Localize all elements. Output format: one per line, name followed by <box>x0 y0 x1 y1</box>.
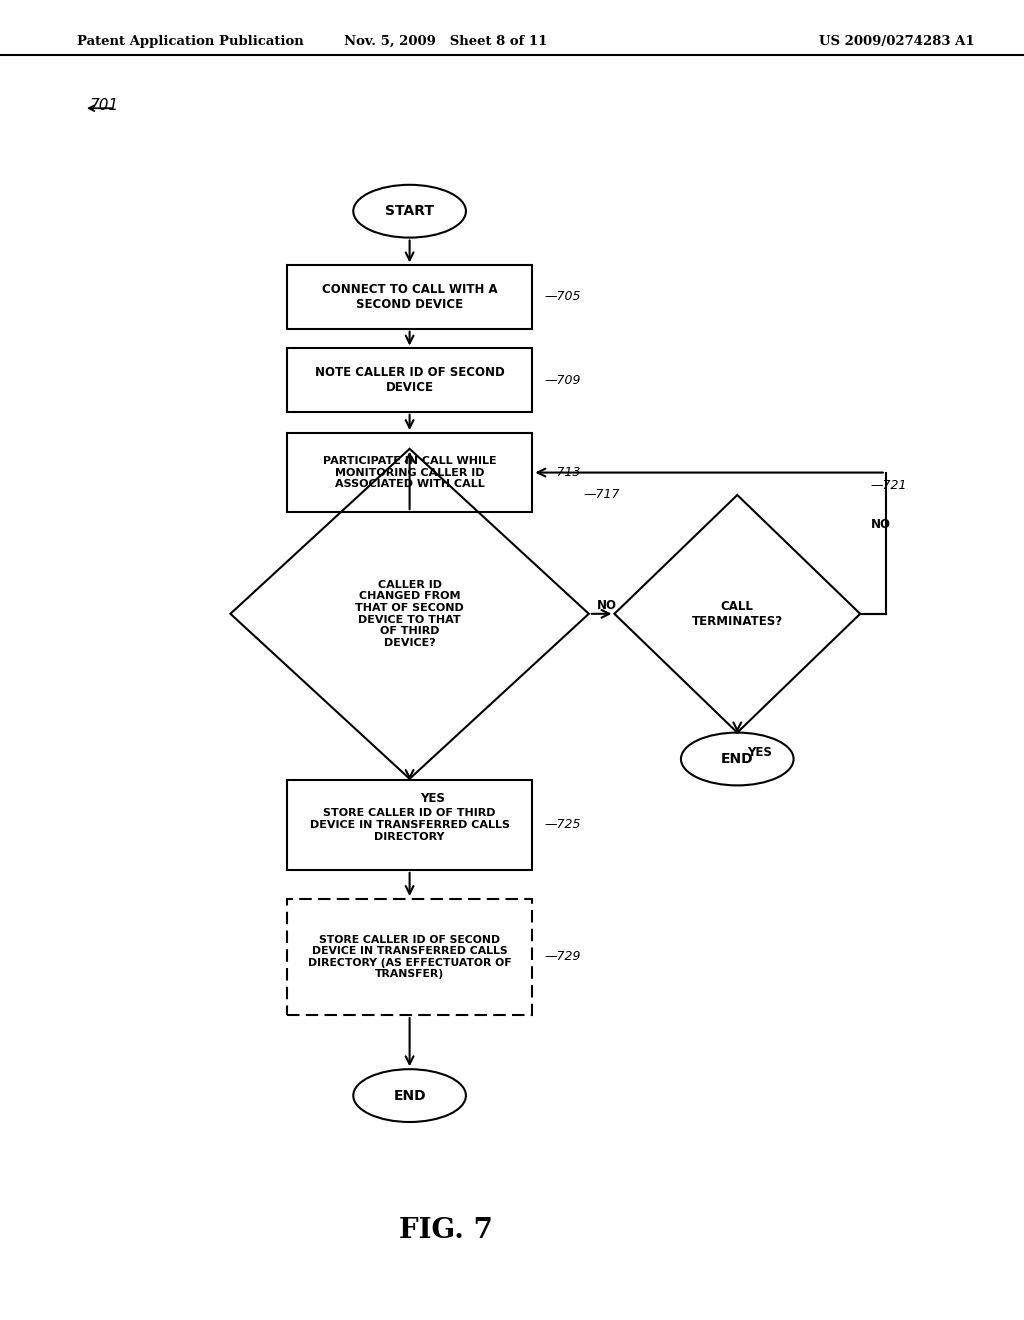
Text: CALLER ID
CHANGED FROM
THAT OF SECOND
DEVICE TO THAT
OF THIRD
DEVICE?: CALLER ID CHANGED FROM THAT OF SECOND DE… <box>355 579 464 648</box>
Bar <box>287 780 532 870</box>
Text: NO: NO <box>870 519 891 531</box>
Bar <box>287 899 532 1015</box>
Text: STORE CALLER ID OF SECOND
DEVICE IN TRANSFERRED CALLS
DIRECTORY (AS EFFECTUATOR : STORE CALLER ID OF SECOND DEVICE IN TRAN… <box>308 935 511 979</box>
Bar <box>287 433 532 512</box>
Text: START: START <box>385 205 434 218</box>
Text: —725: —725 <box>545 818 582 832</box>
Text: —717: —717 <box>584 488 621 502</box>
Text: NO: NO <box>597 599 617 612</box>
Text: —705: —705 <box>545 290 582 304</box>
Text: Patent Application Publication: Patent Application Publication <box>77 36 303 48</box>
Text: YES: YES <box>420 792 444 805</box>
Text: —709: —709 <box>545 374 582 387</box>
Text: FIG. 7: FIG. 7 <box>398 1217 493 1243</box>
Text: CALL
TERMINATES?: CALL TERMINATES? <box>692 599 782 628</box>
Text: END: END <box>721 752 754 766</box>
Bar <box>287 265 532 329</box>
Text: —721: —721 <box>870 479 907 491</box>
Text: PARTICIPATE IN CALL WHILE
MONITORING CALLER ID
ASSOCIATED WITH CALL: PARTICIPATE IN CALL WHILE MONITORING CAL… <box>323 455 497 490</box>
Text: STORE CALLER ID OF THIRD
DEVICE IN TRANSFERRED CALLS
DIRECTORY: STORE CALLER ID OF THIRD DEVICE IN TRANS… <box>309 808 510 842</box>
Bar <box>287 348 532 412</box>
Text: —729: —729 <box>545 950 582 964</box>
Text: YES: YES <box>748 746 772 759</box>
Text: CONNECT TO CALL WITH A
SECOND DEVICE: CONNECT TO CALL WITH A SECOND DEVICE <box>322 282 498 312</box>
Text: US 2009/0274283 A1: US 2009/0274283 A1 <box>819 36 975 48</box>
Text: Nov. 5, 2009   Sheet 8 of 11: Nov. 5, 2009 Sheet 8 of 11 <box>344 36 547 48</box>
Text: NOTE CALLER ID OF SECOND
DEVICE: NOTE CALLER ID OF SECOND DEVICE <box>314 366 505 395</box>
Text: END: END <box>393 1089 426 1102</box>
Text: 701: 701 <box>89 98 119 114</box>
Text: —713: —713 <box>545 466 582 479</box>
